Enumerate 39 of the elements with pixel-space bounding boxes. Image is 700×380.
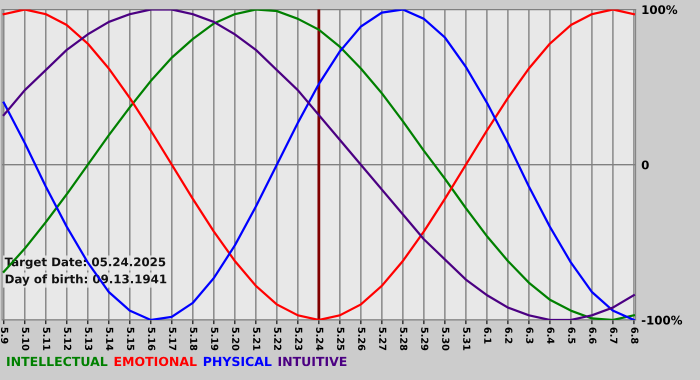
x-tick-label: 5.20 <box>232 328 240 350</box>
x-tick-label: 5.30 <box>442 328 450 350</box>
x-tick-label: 5.12 <box>64 328 72 350</box>
x-tick-label: 5.26 <box>358 328 366 350</box>
x-tick-label: 5.22 <box>274 328 282 350</box>
x-tick-label: 5.24 <box>316 328 324 350</box>
x-tick-label: 5.11 <box>42 328 50 350</box>
x-tick-label: 6.2 <box>505 328 512 344</box>
text: INTUITIVE <box>278 356 346 366</box>
x-tick-label: 5.27 <box>379 328 386 350</box>
x-tick-label: 5.31 <box>463 328 470 350</box>
x-tick-label: 5.16 <box>148 328 156 350</box>
text: PHYSICAL <box>204 356 272 366</box>
x-tick-label: 5.28 <box>400 328 408 350</box>
x-tick-label: 5.21 <box>253 328 260 350</box>
x-tick-label: 6.8 <box>631 328 638 344</box>
x-tick-label: 5.10 <box>22 328 30 350</box>
x-tick-label: 5.13 <box>84 328 92 350</box>
x-tick-label: 6.6 <box>589 328 596 344</box>
x-tick-label: 6.3 <box>526 328 534 344</box>
x-tick-label: 6.7 <box>610 328 618 344</box>
text: INTELLECTUAL <box>7 356 108 366</box>
y-tick-label: 0 <box>642 160 649 170</box>
line-series <box>2 10 636 320</box>
x-tick-label: 5.14 <box>106 328 114 350</box>
x-tick-label: 5.18 <box>190 328 198 350</box>
x-tick-label: 6.1 <box>484 328 492 344</box>
y-tick-label: -100% <box>642 316 682 325</box>
x-tick-label: 5.29 <box>421 328 428 350</box>
y-tick-label: 100% <box>642 5 678 14</box>
x-tick-label: 5.9 <box>0 328 8 344</box>
x-tick-label: 6.4 <box>547 328 554 344</box>
x-tick-label: 6.5 <box>568 328 576 344</box>
x-tick-label: 5.23 <box>295 328 302 350</box>
x-tick-label: 5.19 <box>211 328 218 350</box>
x-tick-label: 5.15 <box>126 328 134 350</box>
x-tick-label: 5.25 <box>337 328 344 350</box>
text: EMOTIONAL <box>114 356 197 366</box>
x-tick-label: 5.17 <box>168 328 176 350</box>
